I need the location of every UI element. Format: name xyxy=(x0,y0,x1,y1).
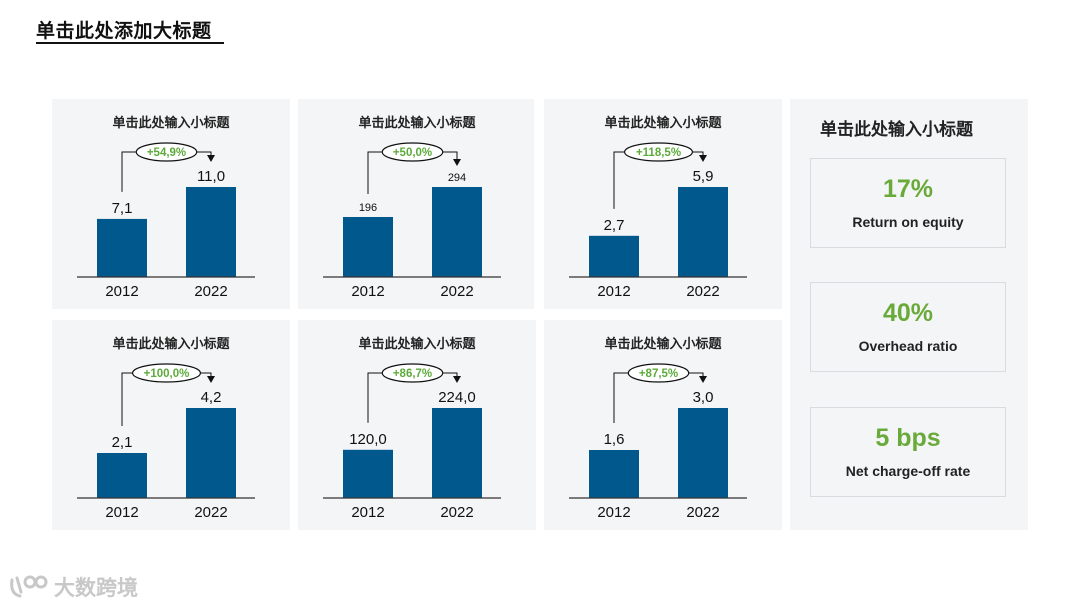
data-label-2012: 2,1 xyxy=(112,434,133,451)
growth-badge xyxy=(381,142,444,162)
kpi-panel: 单击此处输入小标题 17% Return on equity 40% Overh… xyxy=(790,99,1028,530)
data-label-2022: 11,0 xyxy=(197,168,225,185)
tick-label-2012: 2012 xyxy=(351,504,384,521)
bar-2022 xyxy=(186,187,236,277)
tick-label-2022: 2022 xyxy=(686,283,719,300)
data-label-2022: 4,2 xyxy=(201,389,222,406)
bar-2012 xyxy=(343,449,393,498)
bar-2012 xyxy=(97,453,147,498)
bar-2022 xyxy=(432,408,482,498)
chart-panel-4: 单击此处输入小标题 2,1 2012 4,2 2022 +100,0% xyxy=(52,320,290,530)
growth-label: +87,5% xyxy=(639,368,678,380)
growth-badge xyxy=(381,363,444,383)
bar-2022 xyxy=(186,408,236,498)
bar-2022 xyxy=(678,187,728,277)
growth-badge xyxy=(131,363,202,383)
growth-badge xyxy=(627,363,690,383)
tick-label-2012: 2012 xyxy=(105,504,138,521)
growth-label: +86,7% xyxy=(393,368,432,380)
tick-label-2022: 2022 xyxy=(440,283,473,300)
tick-label-2022: 2022 xyxy=(194,283,227,300)
kpi-label: Overhead ratio xyxy=(858,338,958,354)
bar-2012 xyxy=(343,217,393,277)
kpi-value: 40% xyxy=(882,299,934,327)
tick-label-2022: 2022 xyxy=(686,504,719,521)
kpi-panel-title: 单击此处输入小标题 xyxy=(820,120,973,139)
watermark-text: 大数跨境 xyxy=(54,577,138,600)
chart-panel-6: 单击此处输入小标题 1,6 2012 3,0 2022 +87,5% xyxy=(544,320,782,530)
tick-label-2012: 2012 xyxy=(351,283,384,300)
tick-label-2022: 2022 xyxy=(194,504,227,521)
chart-title: 单击此处输入小标题 xyxy=(604,336,722,351)
tick-label-2012: 2012 xyxy=(105,283,138,300)
kpi-value: 5 bps xyxy=(875,424,941,452)
bar-2012 xyxy=(97,218,147,277)
data-label-2012: 196 xyxy=(359,202,377,214)
tick-label-2022: 2022 xyxy=(440,504,473,521)
chart-title: 单击此处输入小标题 xyxy=(358,336,476,351)
kpi-label: Net charge-off rate xyxy=(845,463,971,479)
arrow-down-icon xyxy=(453,159,461,166)
bar-chart: 单击此处输入小标题 120,0 2012 224,0 2022 +86,7% xyxy=(323,336,501,521)
kpi-label: Return on equity xyxy=(852,214,964,230)
tick-label-2012: 2012 xyxy=(597,504,630,521)
growth-badge xyxy=(623,142,694,162)
bar-chart: 单击此处输入小标题 196 2012 294 2022 +50,0% xyxy=(323,115,501,300)
kpi-value: 17% xyxy=(882,175,934,203)
bar-chart: 单击此处输入小标题 1,6 2012 3,0 2022 +87,5% xyxy=(569,336,747,521)
chart-title: 单击此处输入小标题 xyxy=(112,336,230,351)
bar-chart: 单击此处输入小标题 2,7 2012 5,9 2022 +118,5% xyxy=(569,115,747,300)
page-title: 单击此处添加大标题 xyxy=(36,21,212,42)
chart-title: 单击此处输入小标题 xyxy=(358,115,476,130)
bar-2012 xyxy=(589,450,639,498)
chart-title: 单击此处输入小标题 xyxy=(112,115,230,130)
growth-label: +54,9% xyxy=(147,147,186,159)
data-label-2022: 224,0 xyxy=(438,389,476,406)
data-label-2012: 2,7 xyxy=(604,217,625,234)
bar-2022 xyxy=(432,187,482,277)
title-underline xyxy=(36,42,224,44)
bar-chart: 单击此处输入小标题 7,1 2012 11,0 2022 +54,9% xyxy=(77,115,255,300)
chart-panel-5: 单击此处输入小标题 120,0 2012 224,0 2022 +86,7% xyxy=(298,320,536,530)
kpi-card-overhead-ratio: 40% Overhead ratio xyxy=(810,282,1006,372)
bar-2022 xyxy=(678,408,728,498)
kpi-card-return-on-equity: 17% Return on equity xyxy=(810,158,1006,248)
arrow-down-icon xyxy=(207,155,215,162)
arrow-down-icon xyxy=(699,155,707,162)
chart-panel-3: 单击此处输入小标题 2,7 2012 5,9 2022 +118,5% xyxy=(544,99,782,309)
data-label-2022: 3,0 xyxy=(693,389,714,406)
chart-panel-2: 单击此处输入小标题 196 2012 294 2022 +50,0% xyxy=(298,99,534,309)
data-label-2012: 120,0 xyxy=(349,431,387,448)
brand-logo-icon xyxy=(10,575,48,598)
data-label-2012: 7,1 xyxy=(112,200,133,217)
arrow-down-icon xyxy=(699,376,707,383)
growth-label: +100,0% xyxy=(144,368,190,380)
tick-label-2012: 2012 xyxy=(597,283,630,300)
arrow-down-icon xyxy=(453,376,461,383)
arrow-down-icon xyxy=(207,376,215,383)
bar-chart: 单击此处输入小标题 2,1 2012 4,2 2022 +100,0% xyxy=(77,336,255,521)
chart-title: 单击此处输入小标题 xyxy=(604,115,722,130)
bar-2012 xyxy=(589,235,639,277)
data-label-2022: 294 xyxy=(448,172,466,184)
chart-panel-1: 单击此处输入小标题 7,1 2012 11,0 2022 +54,9% xyxy=(52,99,290,309)
data-label-2012: 1,6 xyxy=(604,431,625,448)
growth-badge xyxy=(135,142,198,162)
data-label-2022: 5,9 xyxy=(693,168,714,185)
watermark: 大数跨境 xyxy=(8,570,138,604)
growth-label: +50,0% xyxy=(393,147,432,159)
growth-label: +118,5% xyxy=(636,147,681,159)
kpi-card-net-charge-off-rate: 5 bps Net charge-off rate xyxy=(810,407,1006,497)
